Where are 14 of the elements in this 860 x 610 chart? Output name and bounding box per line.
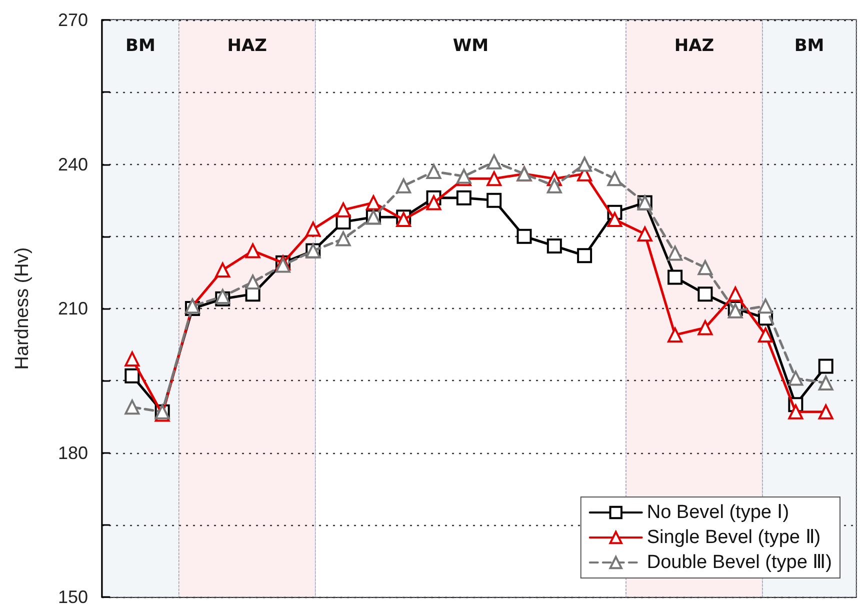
- annotation: HAZ: [674, 36, 714, 56]
- y-axis-title: Hardness (Hv): [12, 247, 33, 370]
- y-tick-label: 210: [58, 298, 88, 318]
- legend-label: Single Bevel (type Ⅱ): [646, 527, 821, 548]
- annotation: HAZ: [227, 36, 268, 56]
- legend-label: No Bevel (type Ⅰ): [646, 502, 790, 523]
- annotation: WM: [452, 36, 489, 56]
- y-tick-label: 240: [58, 154, 88, 174]
- y-tick-label: 180: [58, 442, 88, 463]
- legend-label: Double Bevel (type Ⅲ): [646, 552, 832, 573]
- annotation: BM: [126, 36, 156, 56]
- y-tick-label: 150: [58, 587, 88, 607]
- annotation: BM: [794, 36, 824, 56]
- y-tick-label: 270: [58, 10, 88, 30]
